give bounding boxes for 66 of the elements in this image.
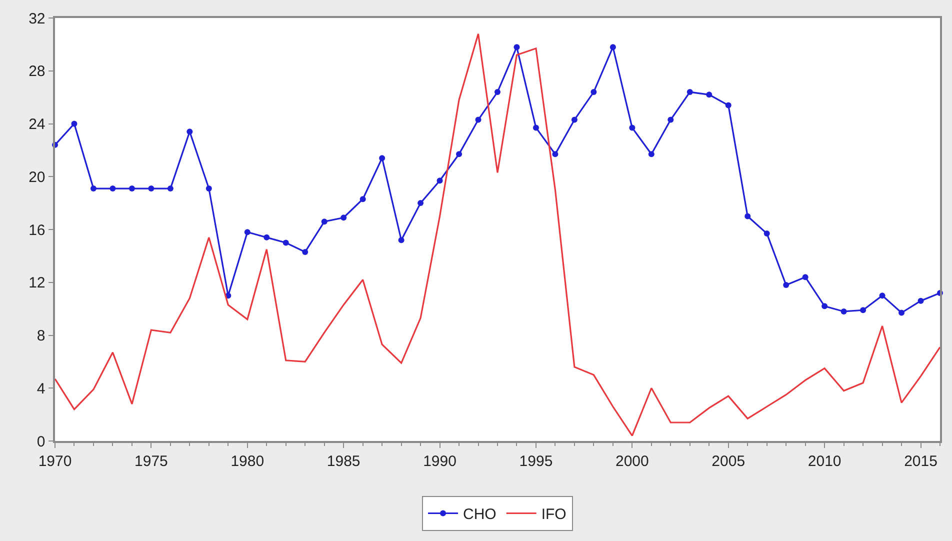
point — [418, 200, 424, 206]
point — [494, 89, 500, 96]
y-tick-label: 24 — [28, 116, 46, 133]
point — [879, 292, 886, 299]
y-tick-label: 0 — [36, 433, 46, 450]
point — [822, 303, 828, 310]
x-tick-label: 2005 — [712, 452, 746, 470]
point — [167, 186, 174, 192]
point — [532, 124, 539, 131]
point — [71, 120, 78, 127]
point — [90, 186, 96, 192]
point — [514, 44, 520, 50]
x-tick-label: 1990 — [423, 452, 456, 470]
point — [629, 124, 636, 131]
point — [206, 186, 212, 192]
point — [686, 89, 693, 96]
x-tick-label: 1975 — [134, 452, 168, 470]
point — [244, 229, 250, 236]
line-series — [55, 33, 940, 437]
point — [764, 230, 770, 236]
point — [475, 116, 482, 123]
point — [610, 44, 616, 50]
point — [110, 186, 116, 192]
point — [379, 155, 386, 162]
x-tick-label: 2015 — [904, 452, 938, 470]
point — [436, 178, 443, 184]
point — [148, 186, 154, 192]
legend-label: CHO — [463, 506, 496, 524]
y-tick-label: 8 — [36, 328, 46, 344]
x-tick-label: 2000 — [615, 452, 649, 470]
point — [264, 234, 270, 240]
point — [552, 151, 558, 158]
point — [744, 213, 751, 220]
point — [282, 240, 289, 246]
point — [186, 128, 193, 135]
point — [398, 237, 404, 244]
point — [321, 218, 328, 225]
point — [725, 102, 732, 108]
y-tick-label: 32 — [28, 10, 46, 28]
y-tick-label: 12 — [28, 274, 46, 292]
point — [898, 310, 905, 316]
x-tick-label: 1995 — [519, 452, 553, 470]
point — [456, 151, 462, 158]
x-tick-label: 2010 — [808, 452, 842, 470]
point — [840, 308, 847, 314]
point — [128, 186, 135, 192]
point — [860, 307, 866, 314]
point — [590, 89, 597, 96]
point — [360, 196, 366, 202]
point — [783, 282, 790, 288]
y-tick-label: 28 — [28, 63, 46, 80]
legend-label: IFO — [541, 506, 566, 524]
y-tick-label: 16 — [28, 222, 46, 239]
point — [302, 248, 308, 255]
x-tick-label: 1970 — [38, 452, 72, 470]
point — [918, 298, 924, 304]
point — [668, 116, 674, 123]
point — [648, 151, 654, 158]
point — [571, 116, 578, 123]
x-tick-label: 1980 — [230, 452, 264, 470]
point — [802, 274, 808, 280]
y-tick-label: 20 — [28, 168, 46, 186]
point — [340, 214, 347, 221]
point — [706, 92, 712, 98]
x-tick-label: 1985 — [326, 452, 360, 470]
y-tick-label: 4 — [36, 380, 46, 398]
